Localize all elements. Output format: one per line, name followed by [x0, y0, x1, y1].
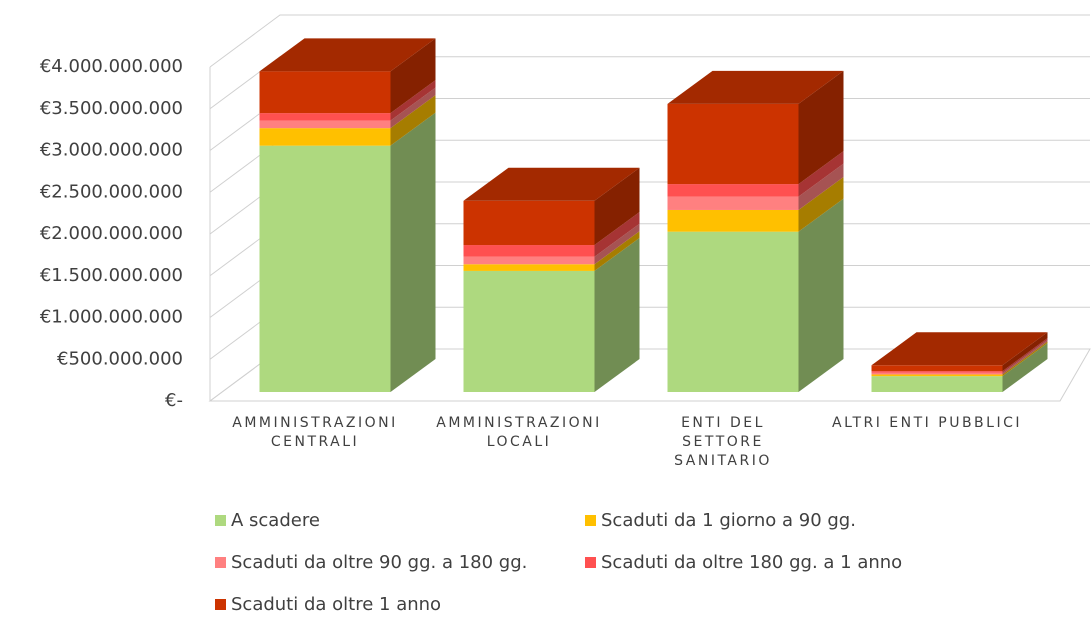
- legend-swatch: [215, 556, 226, 568]
- y-tick-label: €1.000.000.000: [40, 307, 183, 328]
- bar-segment: [871, 374, 1003, 377]
- legend-swatch: [215, 598, 226, 610]
- bar-segment: [259, 145, 391, 392]
- bar-segment: [463, 200, 595, 246]
- bar-top: [871, 332, 1048, 366]
- bar-segment: [463, 256, 595, 265]
- bar-segment-side: [1002, 341, 1048, 377]
- x-tick-label: AMMINISTRAZIONI CENTRALI: [232, 415, 398, 450]
- bar-segment: [667, 231, 799, 392]
- bar-segment: [259, 71, 391, 114]
- bar-segment-side: [798, 70, 844, 185]
- y-tick-label: €3.500.000.000: [40, 98, 183, 119]
- y-tick-label: €2.000.000.000: [40, 223, 183, 244]
- y-tick-label: €1.500.000.000: [40, 265, 183, 286]
- x-tick-label: AMMINISTRAZIONI LOCALI: [436, 415, 602, 450]
- y-tick-label: €4.000.000.000: [40, 56, 183, 77]
- bar-segment-side: [594, 212, 640, 257]
- bar-segment: [667, 103, 799, 185]
- bar-segment-side: [594, 167, 640, 246]
- bar-segment: [259, 120, 391, 129]
- bar-top: [667, 70, 844, 104]
- y-tick-label: €500.000.000: [57, 348, 183, 369]
- legend-item: Scaduti da 1 giorno a 90 gg.: [585, 508, 955, 532]
- y-tick-label: €-: [165, 390, 183, 411]
- legend-label: Scaduti da oltre 90 gg. a 180 gg.: [231, 551, 528, 573]
- bar-segment-side: [390, 95, 436, 146]
- legend-label: Scaduti da 1 giorno a 90 gg.: [601, 509, 856, 531]
- bar-segment: [667, 209, 799, 232]
- x-tick-label: ALTRI ENTI PUBBLICI: [832, 415, 1022, 431]
- bar-segment-side: [1002, 338, 1048, 373]
- legend: A scadere Scaduti da 1 giorno a 90 gg. Sca…: [215, 508, 955, 616]
- legend-item: Scaduti da oltre 1 anno: [215, 592, 585, 616]
- bar-segment: [463, 270, 595, 392]
- legend-label: Scaduti da oltre 180 gg. a 1 anno: [601, 551, 903, 573]
- bar-segment-side: [798, 198, 844, 392]
- bar-segment: [463, 245, 595, 257]
- bar-segment: [667, 196, 799, 210]
- bar-segment-side: [798, 176, 844, 232]
- bar-segment-side: [798, 163, 844, 210]
- legend-item: A scadere: [215, 508, 585, 532]
- legend-item: Scaduti da oltre 180 gg. a 1 anno: [585, 550, 955, 574]
- bar-segment: [871, 371, 1003, 373]
- bar-segment: [871, 376, 1003, 392]
- bar-segment-side: [390, 87, 436, 129]
- bar-segment: [259, 113, 391, 121]
- bar-segment-side: [390, 38, 436, 114]
- legend-swatch: [585, 514, 596, 526]
- x-tick-label: ENTI DEL SETTORE SANITARIO: [674, 415, 772, 469]
- bar-segment-side: [1002, 332, 1048, 372]
- bar-segment-side: [390, 80, 436, 121]
- bar-segment: [667, 184, 799, 197]
- bar-segment: [871, 372, 1003, 375]
- bar-segment-side: [1002, 343, 1048, 392]
- y-tick-label: €3.000.000.000: [40, 140, 183, 161]
- grid-line: [209, 14, 1090, 68]
- bar-segment-side: [594, 223, 640, 265]
- bar-segment-side: [594, 237, 640, 392]
- bar-segment-side: [390, 112, 436, 393]
- bar-segment: [259, 128, 391, 146]
- bar-top: [259, 38, 436, 72]
- legend-label: A scadere: [231, 509, 320, 531]
- bar-segment: [463, 264, 595, 271]
- bar-top: [463, 167, 640, 201]
- legend-swatch: [215, 514, 226, 526]
- legend-item: Scaduti da oltre 90 gg. a 180 gg.: [215, 550, 585, 574]
- legend-label: Scaduti da oltre 1 anno: [231, 593, 442, 615]
- bar-segment-side: [594, 231, 640, 271]
- legend-swatch: [585, 556, 596, 568]
- bar-segment-side: [1002, 339, 1048, 375]
- bar-segment: [871, 365, 1003, 372]
- y-tick-label: €2.500.000.000: [40, 181, 183, 202]
- bar-segment-side: [798, 151, 844, 197]
